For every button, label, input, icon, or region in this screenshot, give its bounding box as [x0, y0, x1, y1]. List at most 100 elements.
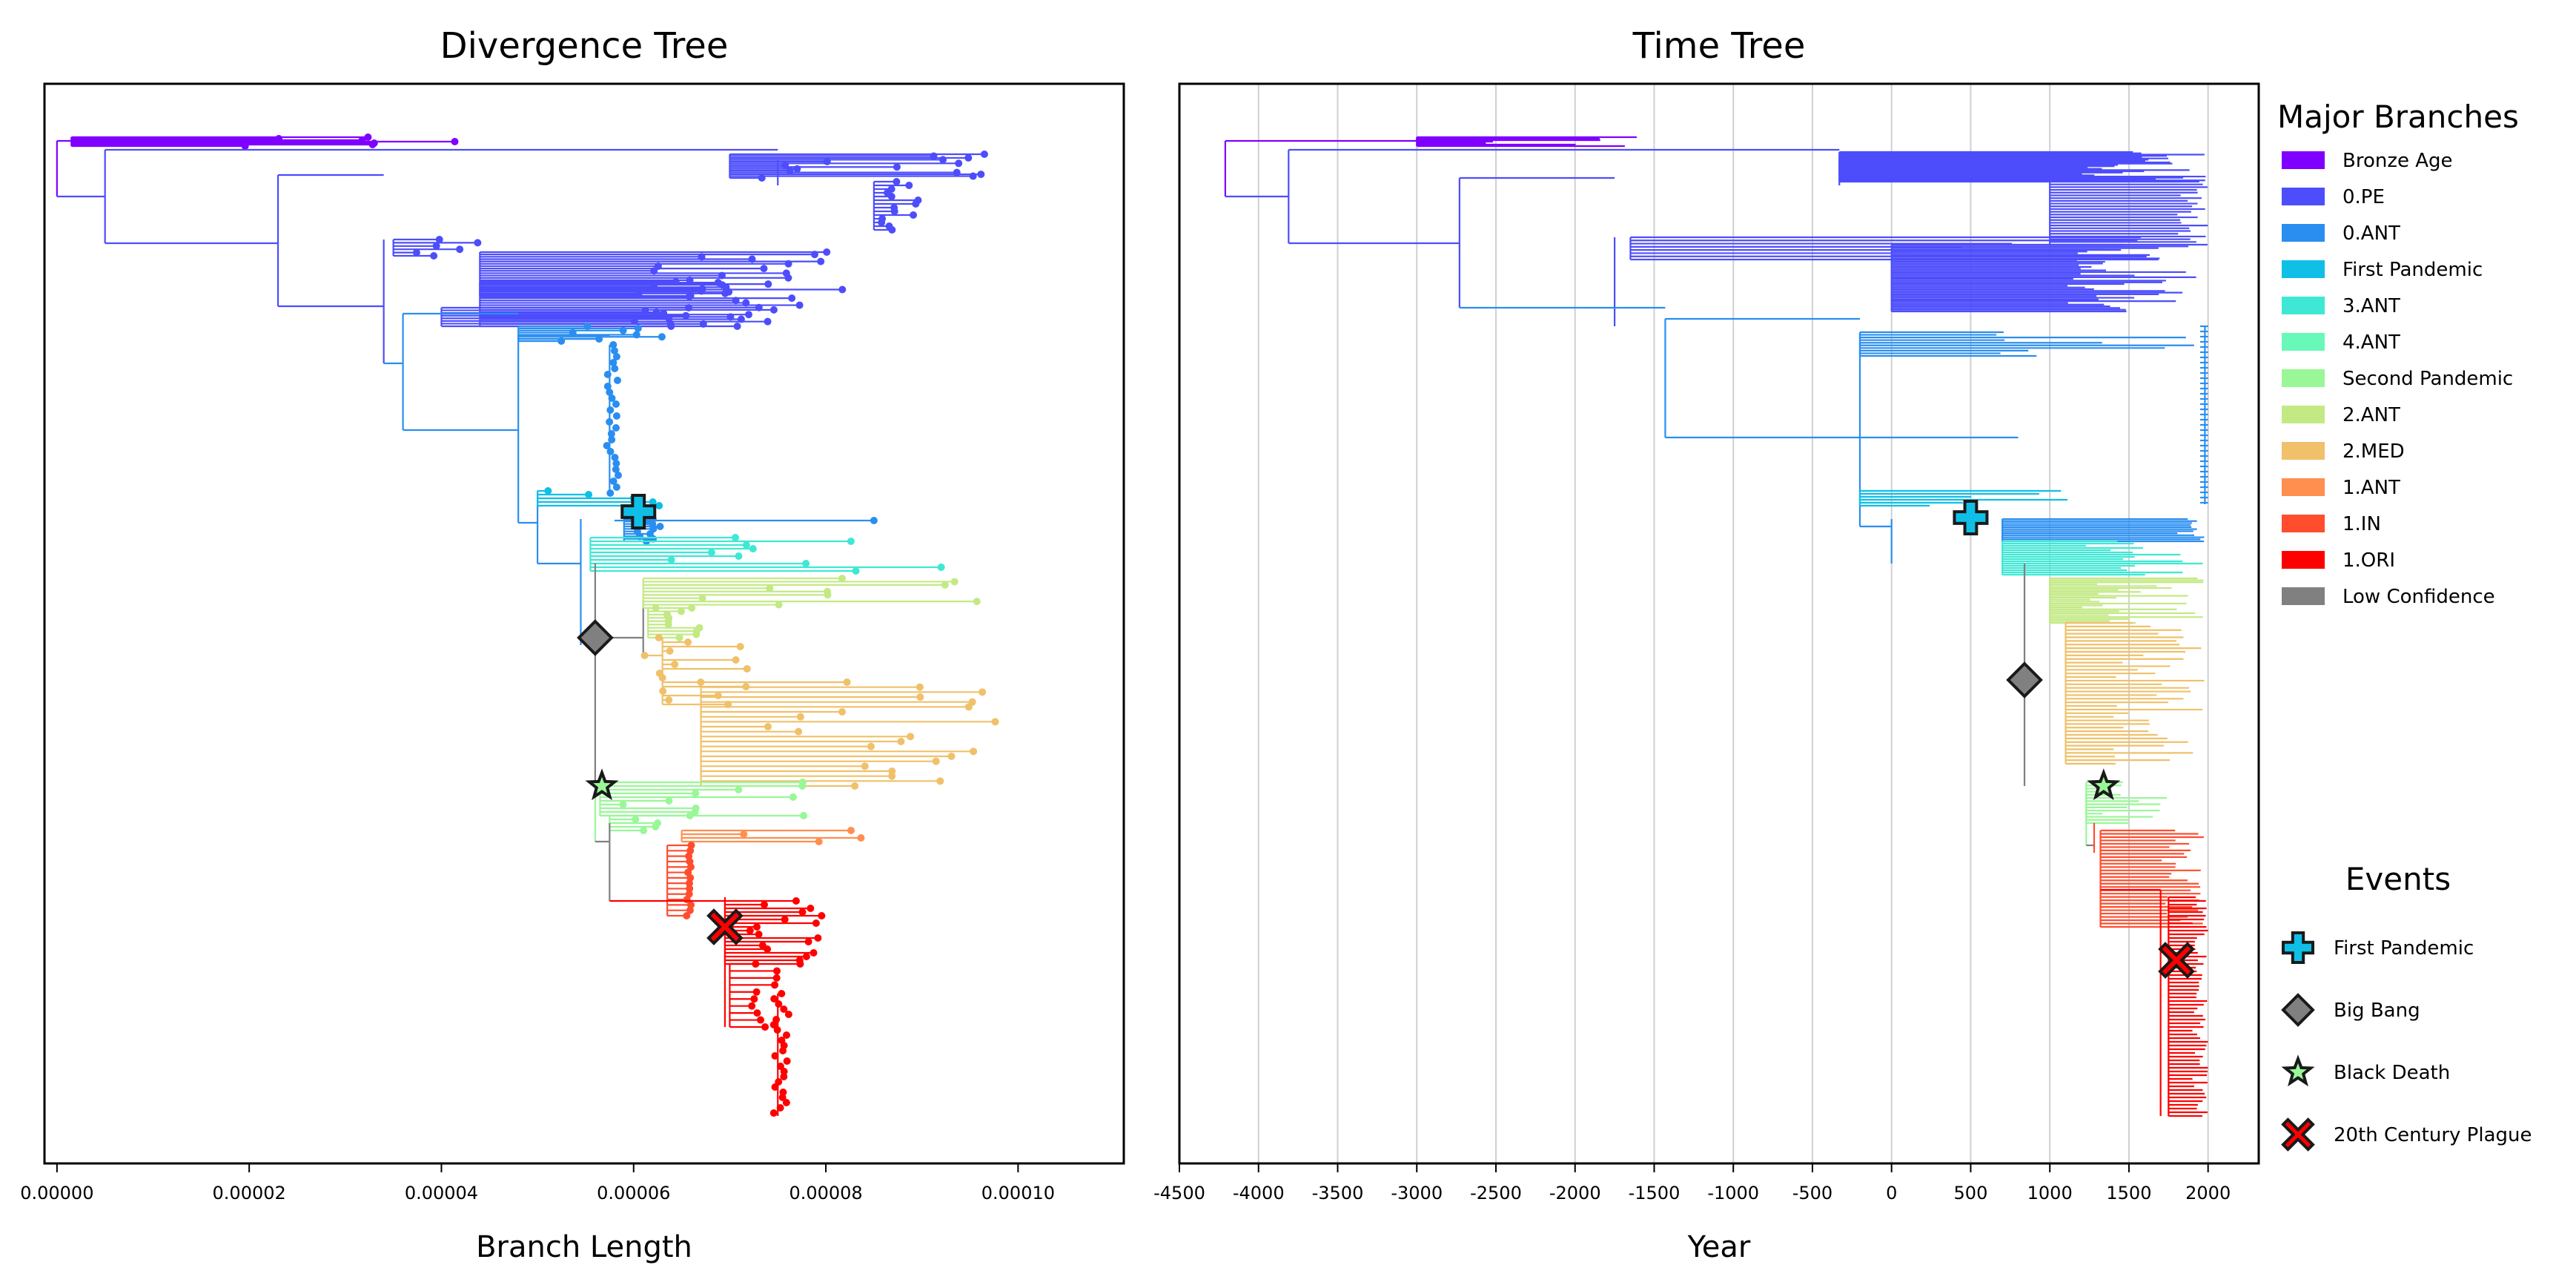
tree-tip [793, 165, 801, 173]
tree-tip [804, 938, 812, 945]
tree-tip [780, 1005, 788, 1013]
tree-tip [656, 523, 664, 530]
tree-tip [795, 301, 804, 309]
tree-tip [748, 1002, 756, 1010]
tree-tip [770, 995, 778, 1003]
legend-label: First Pandemic [2342, 259, 2483, 281]
tree-tip [745, 311, 753, 319]
time-tree-title: Time Tree [1632, 25, 1806, 67]
tree-tip [714, 692, 722, 699]
tree-tip [698, 594, 706, 602]
legend-items: Bronze Age 0.PE 0.ANT First Pandemic 3.ANT 4.… [2282, 150, 2513, 608]
tree-tip [608, 436, 616, 443]
tree-tip [692, 790, 700, 797]
tree-tip [671, 661, 679, 668]
tree-tip [755, 931, 763, 938]
tree-tip [769, 1021, 778, 1028]
legend-title: Major Branches [2277, 99, 2519, 135]
tree-tip [807, 905, 815, 912]
tree-tip [814, 934, 822, 942]
tree-tip [606, 489, 615, 497]
tree-tip [609, 478, 617, 485]
tree-tip [758, 174, 766, 182]
tree-tip [634, 324, 642, 332]
event-plus-marker [1953, 500, 1989, 535]
tree-tip [585, 491, 593, 498]
tree-tip [878, 219, 886, 226]
legend-label: 1.ANT [2342, 477, 2400, 499]
event-star-marker [585, 768, 619, 801]
tree-tip [910, 211, 918, 219]
event-legend-label: First Pandemic [2334, 937, 2474, 960]
diamond-icon [2281, 993, 2315, 1027]
legend-label: 3.ANT [2342, 295, 2400, 317]
x-tick-label: -1000 [1707, 1183, 1759, 1203]
legend-swatch [2282, 369, 2325, 387]
tree-tip [852, 567, 860, 575]
event-diamond-marker [2006, 661, 2043, 699]
tree-tip [812, 919, 820, 927]
tree-tip [649, 498, 657, 506]
tree-tip [932, 757, 940, 765]
tree-tip [655, 634, 663, 641]
x-tick-label: -1500 [1629, 1183, 1681, 1203]
divergence-tree-title: Divergence Tree [440, 25, 729, 67]
tree-tip [685, 304, 693, 311]
legend-swatch [2282, 587, 2325, 605]
event-x-marker [2158, 942, 2195, 979]
tree-tip [664, 621, 672, 629]
tree-tip [870, 517, 878, 524]
tree-tip [595, 335, 603, 343]
tree-tip [609, 359, 617, 366]
tree-tip [838, 575, 846, 582]
x-tick-label: 0.00000 [20, 1183, 93, 1203]
tree-tip [430, 252, 438, 260]
tree-tip [760, 265, 768, 273]
tree-tip [612, 466, 620, 473]
legend-swatch [2282, 406, 2325, 423]
tree-tip [810, 251, 818, 259]
legend-swatch [2282, 297, 2325, 314]
tree-tip [757, 1016, 765, 1024]
time-tree-panel: Time Tree -4500 -4000 -3500 -3000 -2500 -2000… [1153, 25, 2260, 1264]
tree-tip [784, 1011, 792, 1018]
tree-tip [798, 782, 807, 790]
tree-tip [652, 823, 660, 830]
legend-swatch [2282, 224, 2325, 242]
tree-tip [766, 584, 774, 592]
tree-tip [905, 182, 913, 189]
tree-tip [977, 171, 985, 179]
tree-tip [980, 151, 988, 158]
tree-tip [686, 812, 694, 819]
tree-tip [603, 371, 612, 378]
tree-tip [606, 389, 614, 396]
tree-tip [544, 487, 552, 495]
tree-tip [784, 260, 792, 268]
tree-tip [867, 742, 875, 750]
event-diamond-marker [577, 619, 614, 656]
tree-tip [735, 786, 743, 793]
time-x-axis: -4500 -4000 -3500 -3000 -2500 -2000 -1500 -1000… [1153, 1163, 2231, 1203]
tree-tip [368, 141, 377, 148]
legend-label: Second Pandemic [2342, 368, 2513, 390]
time-plot-frame [1178, 82, 2260, 1165]
tree-tip [823, 248, 831, 256]
tree-tip [612, 400, 620, 408]
tree-tip [750, 995, 758, 1003]
tree-tip [796, 960, 804, 968]
divergence-x-axis: 0.00000 0.00002 0.00004 0.00006 0.00008 0.000… [20, 1163, 1055, 1203]
tree-tip [776, 1104, 784, 1112]
legend-label: Bronze Age [2342, 150, 2453, 172]
tree-tip [733, 323, 741, 330]
tree-tip [753, 1009, 761, 1017]
tree-tip [608, 394, 616, 402]
tree-tip [776, 1063, 784, 1070]
legend-swatch [2282, 188, 2325, 205]
time-x-axis-label: Year [1687, 1230, 1751, 1264]
x-tick-label: 0.00010 [981, 1183, 1055, 1203]
tree-tip [769, 306, 778, 314]
tree-tip [937, 564, 945, 571]
tree-tip [612, 424, 620, 432]
tree-tip [707, 549, 715, 556]
tree-tip [612, 353, 620, 360]
